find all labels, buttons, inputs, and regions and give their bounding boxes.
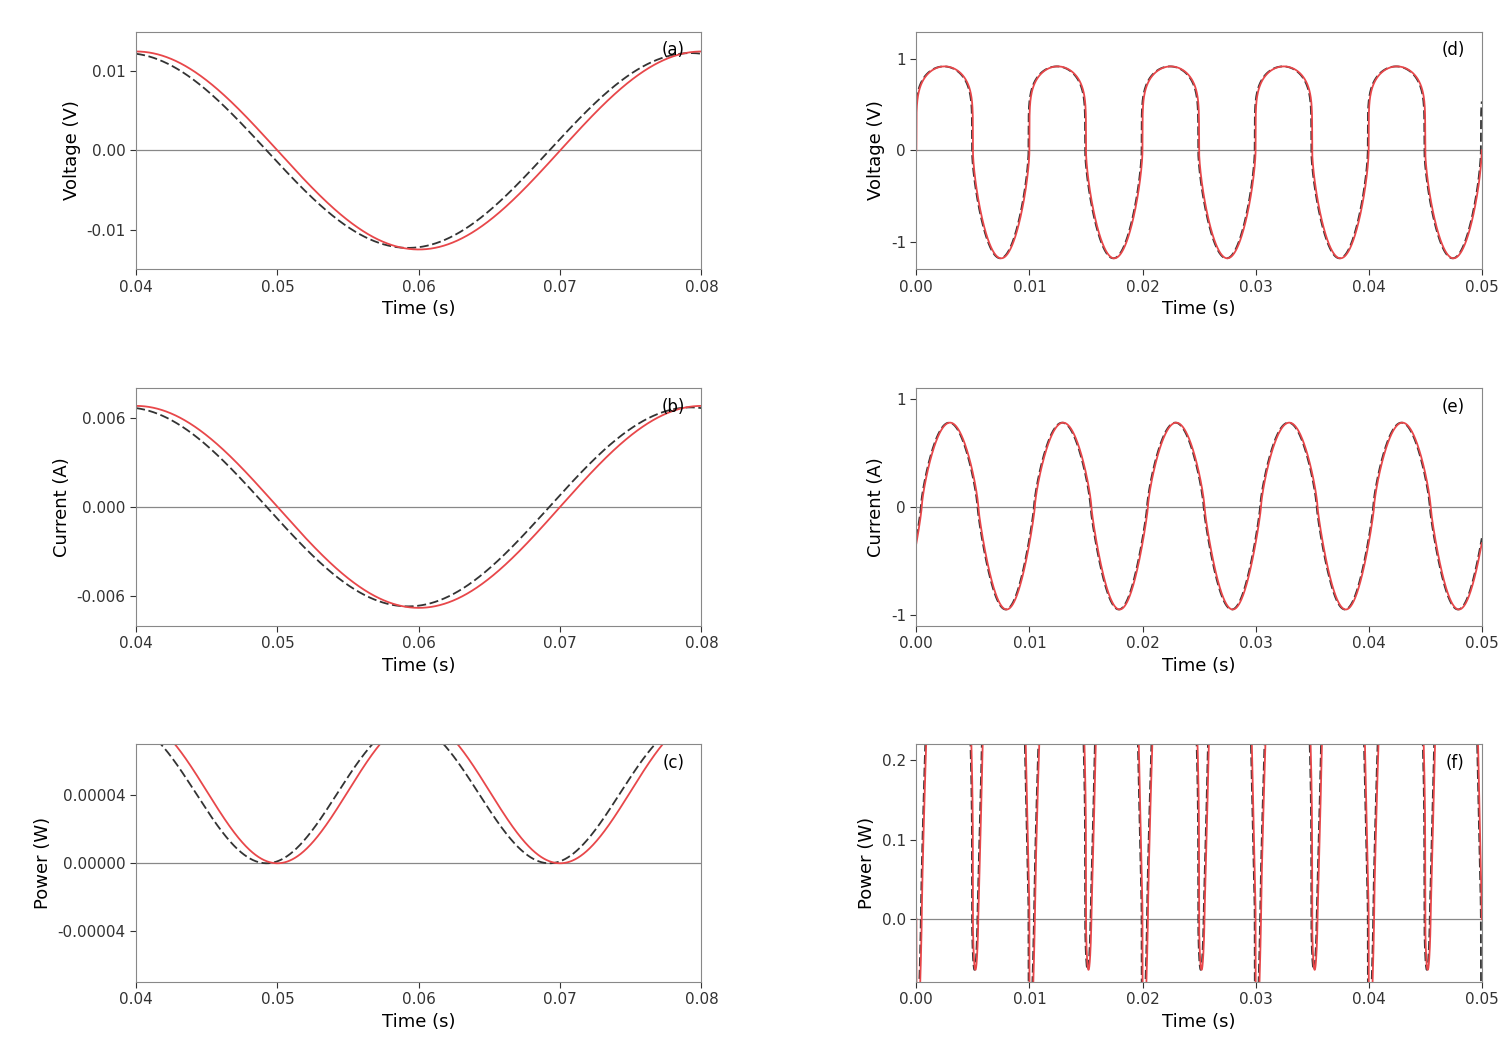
- Y-axis label: Current (A): Current (A): [53, 457, 71, 557]
- X-axis label: Time (s): Time (s): [383, 300, 455, 318]
- Y-axis label: Power (W): Power (W): [33, 817, 51, 909]
- Y-axis label: Current (A): Current (A): [868, 457, 885, 557]
- Text: (e): (e): [1441, 397, 1465, 416]
- X-axis label: Time (s): Time (s): [383, 1013, 455, 1031]
- X-axis label: Time (s): Time (s): [1163, 657, 1235, 675]
- X-axis label: Time (s): Time (s): [1163, 1013, 1235, 1031]
- Y-axis label: Voltage (V): Voltage (V): [868, 100, 885, 201]
- Y-axis label: Power (W): Power (W): [859, 817, 877, 909]
- Text: (f): (f): [1445, 754, 1465, 772]
- Text: (a): (a): [662, 41, 685, 59]
- X-axis label: Time (s): Time (s): [1163, 300, 1235, 318]
- X-axis label: Time (s): Time (s): [383, 657, 455, 675]
- Text: (c): (c): [662, 754, 685, 772]
- Y-axis label: Voltage (V): Voltage (V): [64, 100, 80, 201]
- Text: (d): (d): [1441, 41, 1465, 59]
- Text: (b): (b): [661, 397, 685, 416]
